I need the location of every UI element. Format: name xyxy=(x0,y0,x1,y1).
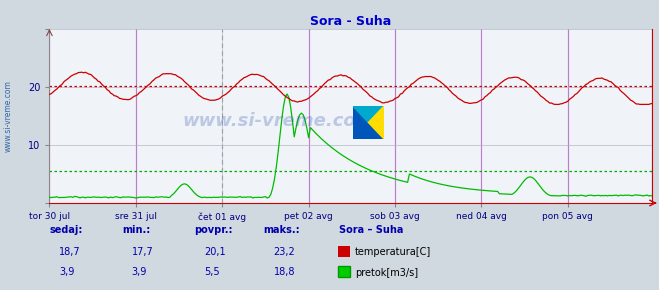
Text: 23,2: 23,2 xyxy=(273,247,295,257)
Text: pretok[m3/s]: pretok[m3/s] xyxy=(355,267,418,278)
Text: povpr.:: povpr.: xyxy=(194,225,233,235)
Text: 18,7: 18,7 xyxy=(59,247,81,257)
Polygon shape xyxy=(353,106,384,122)
Polygon shape xyxy=(353,106,384,139)
Text: maks.:: maks.: xyxy=(264,225,301,235)
Text: 20,1: 20,1 xyxy=(204,247,226,257)
Title: Sora - Suha: Sora - Suha xyxy=(310,15,391,28)
Text: www.si-vreme.com: www.si-vreme.com xyxy=(3,80,13,152)
Polygon shape xyxy=(368,106,384,139)
Text: min.:: min.: xyxy=(122,225,150,235)
Text: 3,9: 3,9 xyxy=(59,267,74,278)
Text: Sora – Suha: Sora – Suha xyxy=(339,225,404,235)
Text: temperatura[C]: temperatura[C] xyxy=(355,247,432,257)
Text: www.si-vreme.com: www.si-vreme.com xyxy=(183,112,375,130)
Text: 3,9: 3,9 xyxy=(132,267,147,278)
Text: sedaj:: sedaj: xyxy=(49,225,83,235)
Text: 17,7: 17,7 xyxy=(132,247,154,257)
Text: 5,5: 5,5 xyxy=(204,267,220,278)
Text: 18,8: 18,8 xyxy=(273,267,295,278)
